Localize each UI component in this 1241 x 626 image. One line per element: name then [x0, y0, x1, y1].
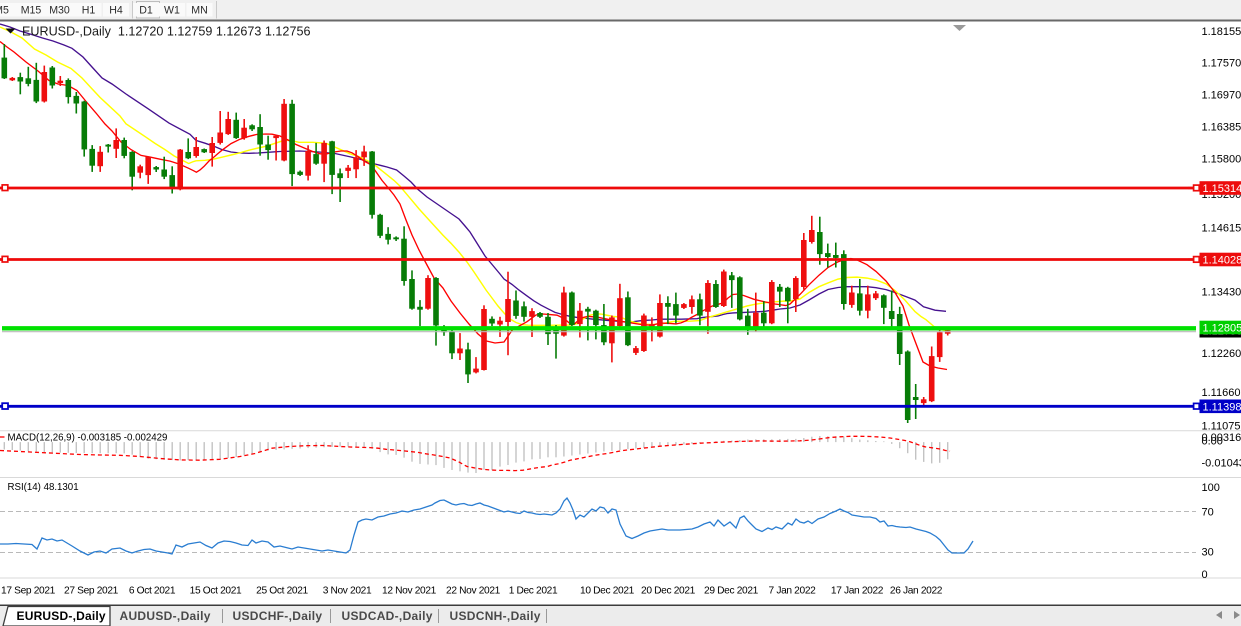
svg-text:H1: H1 — [82, 5, 96, 17]
svg-text:W1: W1 — [164, 5, 180, 17]
svg-text:1.14028: 1.14028 — [1203, 255, 1241, 267]
svg-text:20 Dec 2021: 20 Dec 2021 — [641, 586, 696, 597]
svg-text:1.14615: 1.14615 — [1202, 222, 1241, 234]
svg-text:17 Sep 2021: 17 Sep 2021 — [1, 586, 56, 597]
svg-text:30: 30 — [1202, 547, 1214, 559]
svg-text:27 Sep 2021: 27 Sep 2021 — [64, 586, 119, 597]
svg-text:1.18155: 1.18155 — [1202, 26, 1241, 38]
svg-text:H4: H4 — [109, 5, 123, 17]
svg-text:M15: M15 — [21, 5, 42, 17]
svg-text:0.00: 0.00 — [1202, 436, 1223, 448]
svg-text:70: 70 — [1202, 507, 1214, 519]
svg-text:EURUSD-,Daily 1.12720 1.12759: EURUSD-,Daily 1.12720 1.12759 1.12673 1.… — [22, 25, 310, 39]
svg-text:3 Nov 2021: 3 Nov 2021 — [323, 586, 372, 597]
svg-text:7 Jan 2022: 7 Jan 2022 — [769, 586, 817, 597]
svg-text:MACD(12,26,9) -0.003185 -0.002: MACD(12,26,9) -0.003185 -0.002429 — [8, 433, 168, 444]
svg-text:1.11075: 1.11075 — [1202, 420, 1241, 432]
svg-text:1.16385: 1.16385 — [1202, 122, 1241, 134]
svg-text:10 Dec 2021: 10 Dec 2021 — [580, 586, 635, 597]
svg-text:USDCAD-,Daily: USDCAD-,Daily — [342, 609, 433, 623]
svg-text:26 Jan 2022: 26 Jan 2022 — [890, 586, 943, 597]
svg-text:1.17570: 1.17570 — [1202, 57, 1241, 69]
svg-text:USDCNH-,Daily: USDCNH-,Daily — [450, 609, 541, 623]
svg-text:1.12260: 1.12260 — [1202, 348, 1241, 360]
svg-text:1 Dec 2021: 1 Dec 2021 — [509, 586, 558, 597]
svg-text:1.11398: 1.11398 — [1203, 401, 1241, 413]
svg-text:1.13430: 1.13430 — [1202, 287, 1241, 299]
svg-text:USDCHF-,Daily: USDCHF-,Daily — [233, 609, 323, 623]
svg-text:1.15314: 1.15314 — [1203, 183, 1241, 195]
svg-text:100: 100 — [1202, 482, 1220, 494]
svg-text:25 Oct 2021: 25 Oct 2021 — [256, 586, 308, 597]
svg-text:RSI(14) 48.1301: RSI(14) 48.1301 — [8, 482, 79, 493]
svg-text:17 Jan 2022: 17 Jan 2022 — [831, 586, 884, 597]
svg-text:22 Nov 2021: 22 Nov 2021 — [446, 586, 501, 597]
svg-text:1.12805: 1.12805 — [1203, 323, 1241, 335]
svg-text:-0.01043: -0.01043 — [1202, 457, 1241, 469]
svg-text:15 Oct 2021: 15 Oct 2021 — [190, 586, 242, 597]
svg-text:AUDUSD-,Daily: AUDUSD-,Daily — [120, 609, 211, 623]
svg-text:0.003165: 0.003165 — [1202, 432, 1241, 444]
svg-text:EURUSD-,Daily: EURUSD-,Daily — [17, 609, 106, 623]
svg-text:D1: D1 — [139, 5, 153, 17]
svg-text:12 Nov 2021: 12 Nov 2021 — [382, 586, 437, 597]
svg-text:0: 0 — [1202, 569, 1208, 581]
svg-text:29 Dec 2021: 29 Dec 2021 — [704, 586, 759, 597]
svg-text:1.16970: 1.16970 — [1202, 90, 1241, 102]
svg-text:M5: M5 — [0, 5, 9, 17]
svg-text:1.11660: 1.11660 — [1202, 387, 1241, 399]
svg-text:1.15800: 1.15800 — [1202, 153, 1241, 165]
svg-text:M30: M30 — [49, 5, 70, 17]
svg-text:MN: MN — [191, 5, 207, 17]
svg-text:6 Oct 2021: 6 Oct 2021 — [129, 586, 176, 597]
